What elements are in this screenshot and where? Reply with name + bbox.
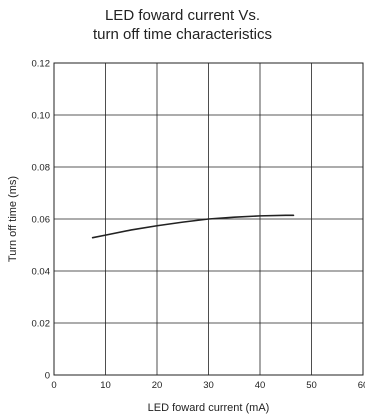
y-axis-label: Turn off time (ms): [7, 176, 19, 262]
y-tick-label: 0.08: [32, 163, 51, 174]
chart-title: LED foward current Vs. turn off time cha…: [0, 6, 365, 44]
x-tick-label: 40: [255, 380, 266, 391]
tick-labels: 0 10 20 30 40 50 60 0 0.02 0.04 0.06 0.08 0.10 0.12: [32, 59, 365, 392]
x-tick-label: 20: [152, 380, 163, 391]
series-line-0: [91, 214, 295, 239]
x-tick-label: 10: [100, 380, 111, 391]
chart-title-line-2: turn off time characteristics: [93, 26, 272, 43]
y-tick-label: 0.02: [32, 319, 51, 330]
x-tick-label: 50: [306, 380, 317, 391]
x-tick-label: 30: [203, 380, 214, 391]
grid-layer: [54, 63, 363, 375]
x-tick-label: 0: [51, 380, 56, 391]
x-tick-label: 60: [358, 380, 365, 391]
y-tick-label: 0.04: [32, 267, 51, 278]
plot-frame: [53, 62, 364, 376]
y-tick-label: 0.06: [32, 215, 51, 226]
y-tick-label: 0.10: [32, 111, 51, 122]
chart-title-line-1: LED foward current Vs.: [104, 7, 261, 24]
y-tick-label: 0: [45, 371, 50, 382]
series-layer: [91, 214, 295, 239]
x-axis-label: LED foward current (mA): [148, 402, 270, 414]
y-tick-label: 0.12: [32, 59, 51, 70]
